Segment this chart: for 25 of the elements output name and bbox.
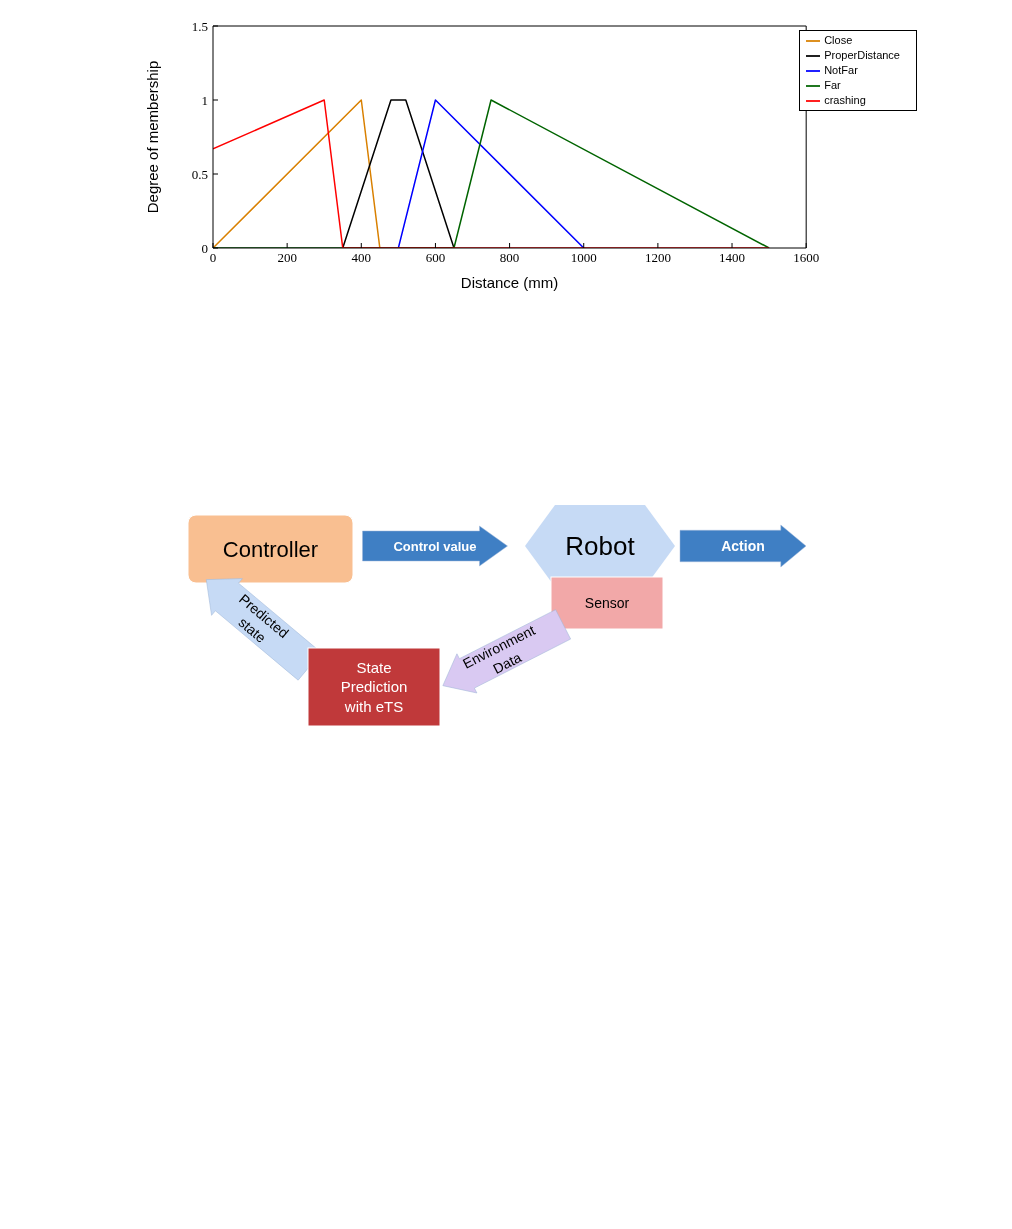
text: Action — [721, 537, 765, 554]
y-tick-label: 0.5 — [191, 166, 208, 182]
text: State Prediction with eTS — [340, 658, 408, 715]
y-tick-label: 0 — [201, 240, 208, 256]
y-tick-label: 1.5 — [191, 18, 208, 34]
legend-label: Close — [824, 34, 853, 46]
text: Controller — [222, 536, 319, 562]
x-axis-title: Distance (mm) — [460, 274, 559, 291]
legend-label: ProperDistance — [824, 49, 900, 62]
legend-label: crashing — [824, 94, 866, 107]
x-tick-label: 600 — [425, 250, 446, 266]
x-tick-label: 1400 — [719, 250, 746, 266]
legend-label: NotFar — [824, 64, 858, 77]
x-tick-label: 1600 — [793, 250, 820, 266]
x-tick-label: 1000 — [570, 250, 597, 266]
legend-label: Far — [824, 79, 841, 92]
text: Robot — [565, 531, 636, 562]
x-tick-label: 800 — [499, 250, 520, 266]
y-tick-label: 1 — [201, 92, 208, 108]
text: Sensor — [584, 594, 630, 611]
y-axis-title: Degree of membership — [144, 60, 162, 214]
text: Control value — [393, 538, 477, 554]
x-tick-label: 400 — [351, 250, 372, 266]
x-tick-label: 200 — [277, 250, 297, 266]
x-tick-label: 1200 — [644, 250, 671, 266]
